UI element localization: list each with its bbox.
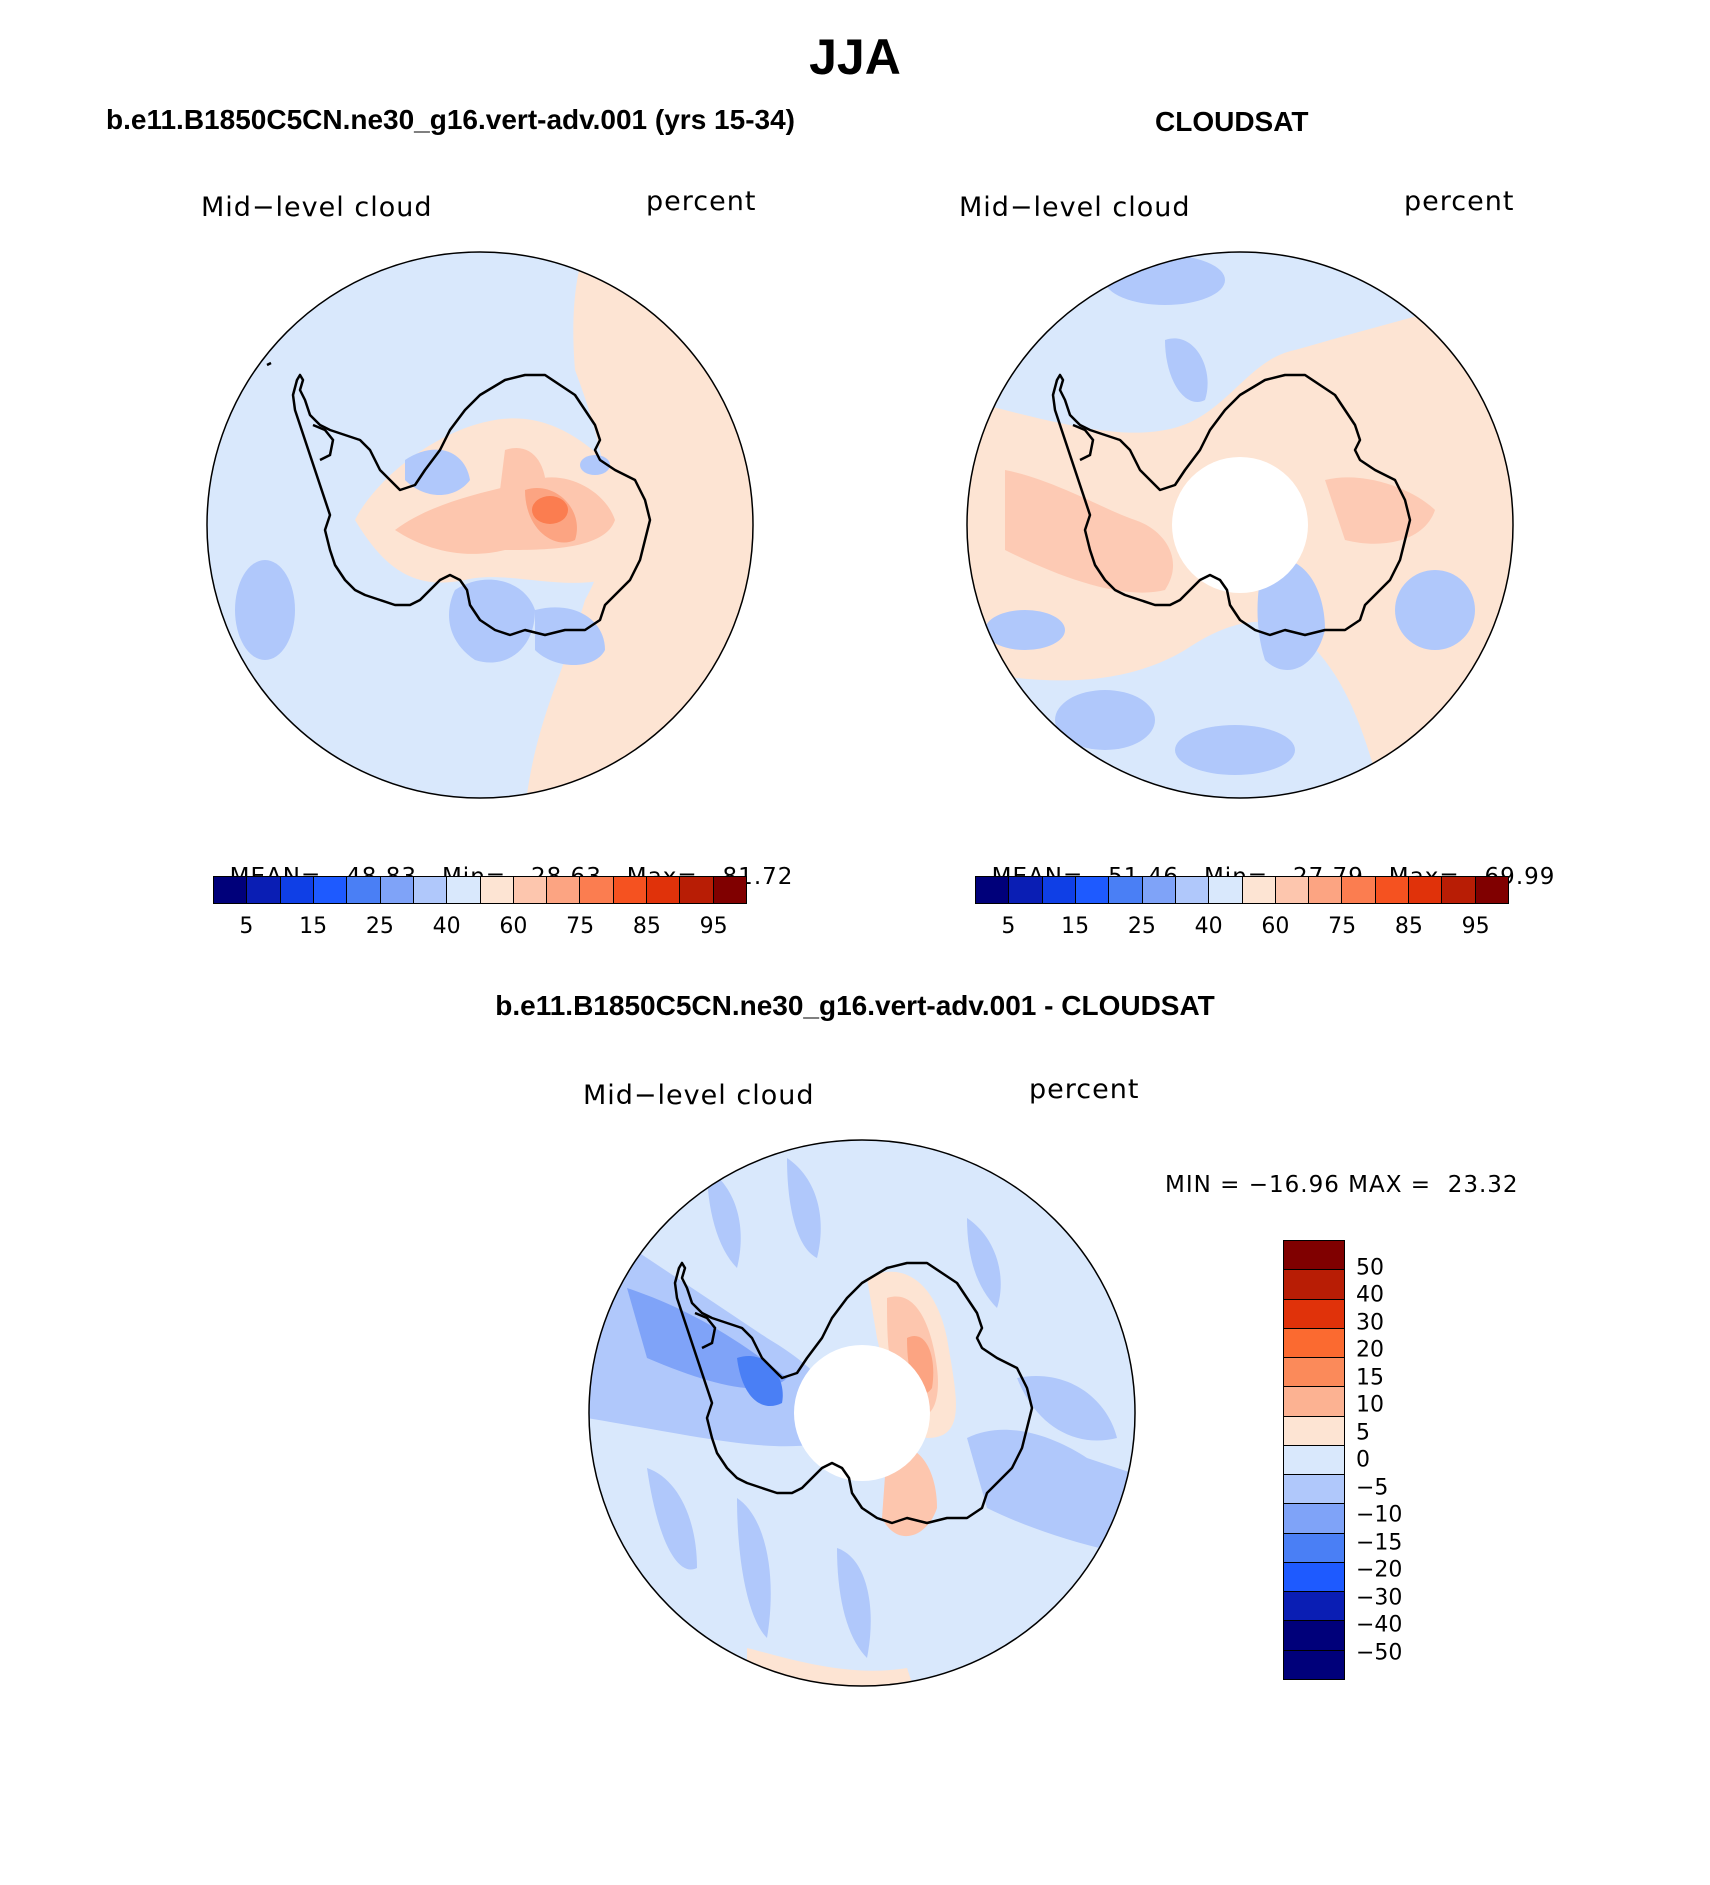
panel1-units-label: percent (646, 186, 757, 217)
panel2-colorbar (975, 876, 1509, 904)
colorbar-tick-label: 95 (699, 914, 728, 939)
panel3-minmax: MIN = −16.96 MAX = 23.32 (1165, 1172, 1519, 1198)
colorbar-swatch (1342, 877, 1376, 903)
colorbar-swatch (647, 877, 681, 903)
colorbar-swatch (1284, 1533, 1344, 1563)
colorbar-swatch (1284, 1592, 1344, 1622)
colorbar-swatch (1284, 1475, 1344, 1505)
panel2-colorbar-ticks: 5 15 25 40 60 75 85 95 (975, 914, 1509, 944)
colorbar-swatch (1409, 877, 1443, 903)
colorbar-tick-label: 20 (1356, 1337, 1384, 1363)
panel2-units-label: percent (1404, 186, 1515, 217)
colorbar-tick-label: 25 (365, 914, 394, 939)
colorbar-swatch (313, 877, 348, 903)
colorbar-swatch (1442, 877, 1476, 903)
colorbar-swatch (380, 877, 414, 903)
panel3-colorbar-ticks: 50 40 30 20 15 10 5 0 −5 −10 −15 −20 −30 −40 −50 (1356, 1240, 1436, 1680)
colorbar-tick-label: 60 (499, 914, 528, 939)
colorbar-tick-label: 85 (632, 914, 661, 939)
colorbar-tick-label: 95 (1461, 914, 1490, 939)
colorbar-swatch (1284, 1416, 1344, 1446)
colorbar-swatch (447, 877, 481, 903)
colorbar-tick-label: 25 (1127, 914, 1156, 939)
panel1-colorbar (213, 876, 747, 904)
colorbar-tick-label: 0 (1356, 1447, 1370, 1473)
panel3-variable-label: Mid−level cloud (583, 1080, 815, 1111)
colorbar-tick-label: −10 (1356, 1502, 1403, 1528)
colorbar-tick-label: 15 (299, 914, 328, 939)
panel2-map (966, 251, 1514, 799)
page-title: JJA (809, 29, 901, 85)
colorbar-swatch (1042, 877, 1076, 903)
colorbar-tick-label: 15 (1061, 914, 1090, 939)
colorbar-swatch (1209, 877, 1243, 903)
colorbar-swatch (1284, 1270, 1344, 1300)
colorbar-tick-label: 15 (1356, 1365, 1384, 1390)
colorbar-swatch (1309, 877, 1343, 903)
colorbar-swatch (1284, 1445, 1344, 1476)
colorbar-tick-label: 40 (1194, 914, 1223, 939)
colorbar-swatch (1284, 1328, 1344, 1359)
colorbar-swatch (1284, 1299, 1344, 1329)
colorbar-swatch (1175, 877, 1210, 903)
panel2-header: CLOUDSAT (1155, 106, 1309, 137)
colorbar-tick-label: −5 (1356, 1475, 1389, 1500)
colorbar-swatch (280, 877, 314, 903)
colorbar-swatch (413, 877, 448, 903)
colorbar-tick-label: 5 (1356, 1420, 1370, 1445)
colorbar-swatch (1009, 877, 1043, 903)
colorbar-swatch (1284, 1387, 1344, 1417)
colorbar-tick-label: 60 (1261, 914, 1290, 939)
panel3-colorbar (1283, 1240, 1345, 1680)
colorbar-swatch (1284, 1358, 1344, 1388)
panel3-map (588, 1139, 1136, 1687)
colorbar-swatch (680, 877, 714, 903)
colorbar-swatch (214, 877, 248, 903)
panel1-header: b.e11.B1850C5CN.ne30_g16.vert-adv.001 (y… (106, 104, 795, 135)
colorbar-swatch (1284, 1504, 1344, 1534)
panel3-header: b.e11.B1850C5CN.ne30_g16.vert-adv.001 - … (495, 990, 1215, 1021)
panel3-units-label: percent (1029, 1074, 1140, 1105)
colorbar-tick-label: 5 (1001, 914, 1016, 939)
colorbar-tick-label: 30 (1356, 1310, 1384, 1335)
colorbar-swatch (1475, 877, 1508, 903)
colorbar-tick-label: 85 (1394, 914, 1423, 939)
colorbar-swatch (1242, 877, 1276, 903)
colorbar-swatch (1284, 1241, 1344, 1271)
colorbar-swatch (1075, 877, 1110, 903)
colorbar-tick-label: −15 (1356, 1530, 1403, 1555)
colorbar-tick-label: −40 (1356, 1612, 1403, 1638)
colorbar-tick-label: 75 (1328, 914, 1357, 939)
colorbar-tick-label: −30 (1356, 1585, 1403, 1610)
colorbar-swatch (1284, 1562, 1344, 1593)
panel1-map (206, 251, 754, 799)
colorbar-tick-label: −20 (1356, 1557, 1403, 1583)
colorbar-tick-label: 50 (1356, 1255, 1384, 1280)
colorbar-swatch (613, 877, 648, 903)
colorbar-tick-label: 5 (239, 914, 254, 939)
colorbar-swatch (1142, 877, 1176, 903)
colorbar-swatch (347, 877, 381, 903)
colorbar-swatch (580, 877, 614, 903)
colorbar-tick-label: 75 (566, 914, 595, 939)
panel2-variable-label: Mid−level cloud (959, 192, 1191, 223)
panel1-variable-label: Mid−level cloud (201, 192, 433, 223)
colorbar-tick-label: 40 (432, 914, 461, 939)
colorbar-swatch (480, 877, 514, 903)
colorbar-tick-label: 10 (1356, 1392, 1384, 1418)
colorbar-swatch (976, 877, 1010, 903)
colorbar-swatch (1375, 877, 1410, 903)
colorbar-swatch (513, 877, 548, 903)
colorbar-swatch (1284, 1621, 1344, 1651)
colorbar-tick-label: −50 (1356, 1640, 1403, 1665)
panel1-colorbar-ticks: 5 15 25 40 60 75 85 95 (213, 914, 747, 944)
colorbar-tick-label: 40 (1356, 1282, 1384, 1308)
colorbar-swatch (547, 877, 581, 903)
colorbar-swatch (1109, 877, 1143, 903)
colorbar-swatch (1284, 1650, 1344, 1679)
colorbar-swatch (713, 877, 746, 903)
colorbar-swatch (247, 877, 281, 903)
colorbar-swatch (1275, 877, 1310, 903)
